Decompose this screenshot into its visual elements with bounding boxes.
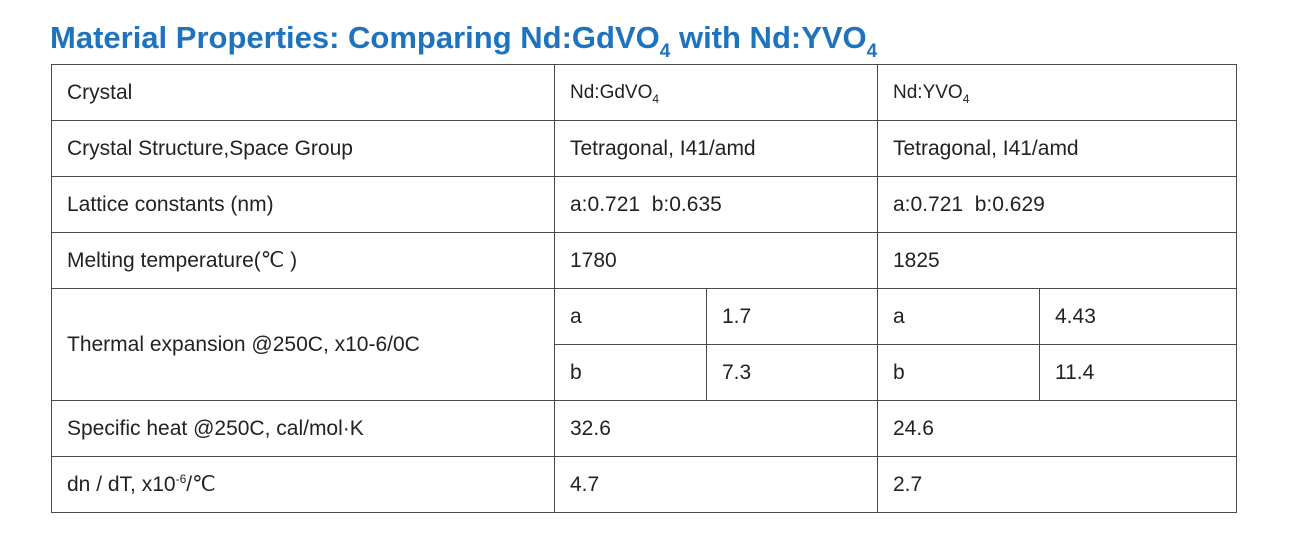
- table-row-crystal: Crystal Nd:GdVO4 Nd:YVO4: [51, 64, 1238, 121]
- lattice-gdvo4: a:0.721 b:0.635: [554, 176, 878, 233]
- dndt-label-exponent: -6: [175, 472, 187, 486]
- table-row-specific-heat: Specific heat @250C, cal/mol·K 32.6 24.6: [51, 400, 1238, 457]
- page-title: Material Properties: Comparing Nd:GdVO4 …: [50, 18, 877, 61]
- crystal-header-gdvo4-text: Nd:GdVO: [570, 81, 653, 103]
- dndt-label: dn / dT, x10-6/℃: [51, 456, 555, 513]
- dndt-gdvo4: 4.7: [554, 456, 878, 513]
- thermal-gdvo4-a-axis: a: [554, 288, 707, 345]
- table-row-thermal-b: b 7.3 b 11.4: [52, 344, 1238, 401]
- table-row-structure: Crystal Structure,Space Group Tetragonal…: [51, 120, 1238, 177]
- structure-label: Crystal Structure,Space Group: [51, 120, 555, 177]
- thermal-gdvo4-b-value: 7.3: [706, 344, 878, 401]
- title-middle: with Nd:YVO: [670, 20, 867, 55]
- crystal-header-gdvo4: Nd:GdVO4: [554, 64, 878, 121]
- table-row-dndt: dn / dT, x10-6/℃ 4.7 2.7: [51, 456, 1238, 513]
- melting-label: Melting temperature(℃ ): [51, 232, 555, 289]
- structure-yvo4: Tetragonal, I41/amd: [876, 120, 1238, 177]
- table-row-lattice: Lattice constants (nm) a:0.721 b:0.635 a…: [51, 176, 1238, 233]
- thermal-yvo4-a-value: 4.43: [1038, 288, 1238, 345]
- crystal-header-yvo4: Nd:YVO4: [876, 64, 1238, 121]
- properties-table: Crystal Nd:GdVO4 Nd:YVO4 Crystal Structu…: [51, 64, 1238, 513]
- structure-gdvo4: Tetragonal, I41/amd: [554, 120, 878, 177]
- thermal-yvo4-b-value: 11.4: [1038, 344, 1238, 401]
- specific-heat-gdvo4: 32.6: [554, 400, 878, 457]
- crystal-header-yvo4-sub: 4: [962, 91, 970, 106]
- specific-heat-yvo4: 24.6: [876, 400, 1238, 457]
- crystal-label: Crystal: [51, 64, 555, 121]
- thermal-yvo4-a-axis: a: [877, 288, 1040, 345]
- specific-heat-label: Specific heat @250C, cal/mol·K: [51, 400, 555, 457]
- thermal-yvo4-b-axis: b: [877, 344, 1040, 401]
- title-prefix: Material Properties: Comparing Nd:GdVO: [50, 20, 660, 55]
- thermal-label: Thermal expansion @250C, x10-6/0C: [51, 288, 555, 401]
- title-subscript-2: 4: [866, 41, 878, 62]
- thermal-gdvo4-b-axis: b: [554, 344, 707, 401]
- crystal-header-yvo4-text: Nd:YVO: [893, 81, 963, 103]
- thermal-gdvo4-a-value: 1.7: [706, 288, 878, 345]
- table-row-thermal-a: Thermal expansion @250C, x10-6/0C a 1.7 …: [51, 288, 1238, 401]
- melting-yvo4: 1825: [876, 232, 1238, 289]
- melting-gdvo4: 1780: [554, 232, 878, 289]
- dndt-yvo4: 2.7: [876, 456, 1238, 513]
- crystal-header-gdvo4-sub: 4: [652, 91, 660, 106]
- dndt-label-suffix: /℃: [186, 473, 216, 496]
- title-subscript-1: 4: [659, 41, 671, 62]
- dndt-label-prefix: dn / dT, x10: [67, 473, 176, 496]
- lattice-label: Lattice constants (nm): [51, 176, 555, 233]
- table-row-melting: Melting temperature(℃ ) 1780 1825: [51, 232, 1238, 289]
- lattice-yvo4: a:0.721 b:0.629: [876, 176, 1238, 233]
